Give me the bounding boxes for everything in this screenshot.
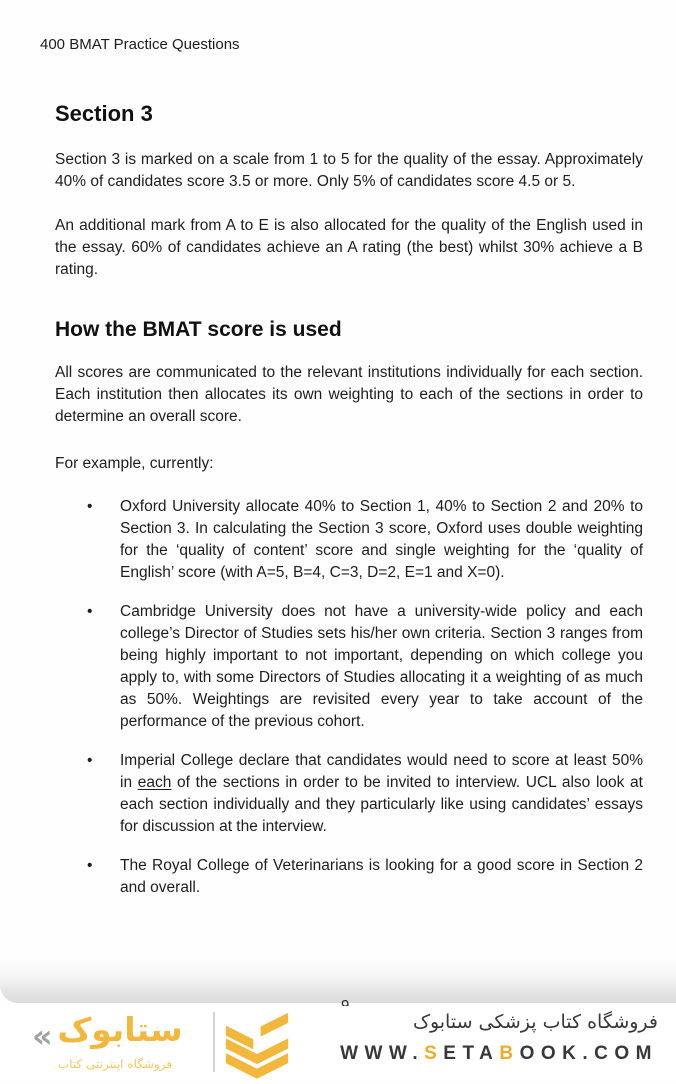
bullet-text: Imperial College declare that candidates… — [120, 750, 643, 838]
footer-banner: « ستابوک فروشگاه اینترنتی کتاب فروشگاه ک… — [0, 1006, 676, 1080]
example-intro: For example, currently: — [55, 455, 214, 472]
setabook-chevron-icon — [224, 1007, 290, 1084]
bullet-item-oxford: • Oxford University allocate 40% to Sect… — [55, 496, 643, 584]
bullet-text-post: of the sections in order to be invited t… — [120, 774, 643, 835]
bullet-item-imperial: • Imperial College declare that candidat… — [55, 750, 643, 838]
bullet-marker: • — [87, 603, 93, 620]
setabook-logo: « ستابوک فروشگاه اینترنتی کتاب — [30, 1006, 289, 1080]
website-url: WWW.SETABOOK.COM — [340, 1043, 658, 1065]
paragraph-usage: All scores are communicated to the relev… — [55, 364, 643, 425]
logo-divider — [213, 1012, 215, 1072]
url-segment-accent: S — [424, 1043, 444, 1064]
url-segment: WWW. — [340, 1043, 425, 1064]
scanned-book-page: 400 BMAT Practice Questions Section 3 Se… — [40, 36, 643, 899]
bullet-text: Cambridge University does not have a uni… — [120, 603, 643, 730]
url-segment: ETA — [443, 1043, 500, 1064]
page-edge-shadow — [0, 957, 676, 1003]
logo-tagline: فروشگاه اینترنتی کتاب — [57, 1057, 173, 1071]
guillemet-icon: « — [32, 1017, 53, 1055]
bullet-marker: • — [87, 752, 93, 769]
bullet-text-pre: Imperial College declare that candidates… — [120, 752, 643, 791]
running-head: 400 BMAT Practice Questions — [40, 36, 240, 53]
bullet-marker: • — [87, 498, 93, 515]
paragraph-score-scale: Section 3 is marked on a scale from 1 to… — [55, 151, 643, 190]
footer-text-group: فروشگاه کتاب پزشکی ستابوک WWW.SETABOOK.C… — [340, 1009, 658, 1065]
bullet-text: Oxford University allocate 40% to Sectio… — [120, 498, 643, 581]
bullet-text: The Royal College of Veterinarians is lo… — [120, 857, 643, 896]
underlined-word: each — [137, 774, 172, 791]
bullet-list: • Oxford University allocate 40% to Sect… — [55, 496, 643, 899]
store-name: فروشگاه کتاب پزشکی ستابوک — [412, 1011, 658, 1033]
usage-heading: How the BMAT score is used — [55, 318, 342, 341]
url-segment-accent: B — [499, 1043, 520, 1064]
paragraph-english-mark: An additional mark from A to E is also a… — [55, 217, 643, 278]
page-number: 9 — [341, 998, 355, 1007]
url-segment: OOK.COM — [519, 1043, 658, 1064]
bullet-item-cambridge: • Cambridge University does not have a u… — [55, 601, 643, 733]
section-heading: Section 3 — [55, 101, 153, 126]
bullet-item-royal-college: • The Royal College of Veterinarians is … — [55, 855, 643, 899]
logo-wordmark: ستابوک — [57, 1010, 183, 1049]
bullet-marker: • — [87, 857, 93, 874]
